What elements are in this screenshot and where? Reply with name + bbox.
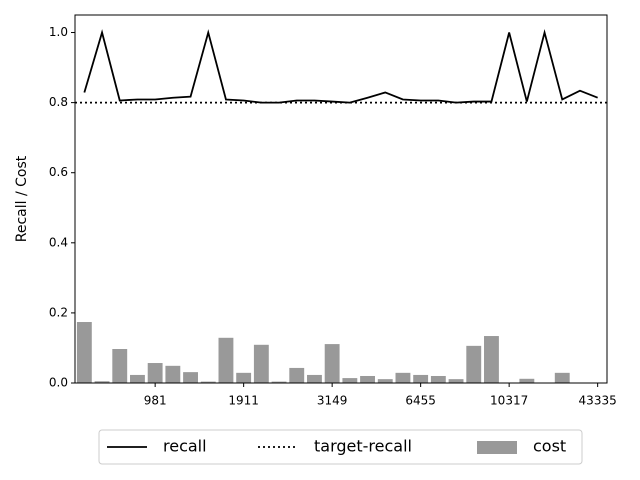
legend-label: cost <box>533 437 566 456</box>
bar <box>94 381 110 383</box>
legend-box <box>98 429 583 465</box>
bar <box>289 367 305 383</box>
bar <box>253 344 269 383</box>
legend-label: recall <box>163 437 207 456</box>
bar <box>307 374 322 383</box>
x-tick-label: 43335 <box>579 394 617 408</box>
y-tick-label: 0.0 <box>49 376 68 390</box>
bar <box>130 374 145 383</box>
bar <box>324 344 340 383</box>
bar <box>271 381 287 383</box>
bar <box>360 375 375 383</box>
y-tick-label: 0.8 <box>49 95 68 109</box>
legend-swatch <box>477 441 517 454</box>
bar <box>218 337 234 383</box>
x-tick-label: 6455 <box>405 394 436 408</box>
bar <box>165 365 181 383</box>
bar <box>183 372 198 383</box>
bar <box>76 322 92 383</box>
y-tick-label: 0.6 <box>49 165 68 179</box>
x-tick-label: 10317 <box>490 394 528 408</box>
line <box>83 28 598 104</box>
bar <box>377 379 393 383</box>
x-tick-label: 1911 <box>228 394 259 408</box>
bar <box>466 345 482 383</box>
bar <box>430 375 446 383</box>
bar <box>112 349 128 383</box>
y-tick-label: 0.2 <box>49 305 68 319</box>
bar <box>554 372 570 383</box>
bar <box>484 336 499 383</box>
y-tick-label: 1.0 <box>49 25 68 39</box>
x-tick-label: 981 <box>144 394 167 408</box>
bar <box>342 378 358 383</box>
bar <box>236 372 252 383</box>
bar <box>448 379 464 383</box>
bar <box>200 381 216 383</box>
y-tick-label: 0.4 <box>49 235 68 249</box>
bar <box>519 378 535 383</box>
bar <box>395 372 411 383</box>
plot-frame <box>74 14 608 384</box>
x-tick-label: 3149 <box>317 394 348 408</box>
bar <box>147 363 163 383</box>
bar <box>413 374 429 383</box>
y-axis-label: Recall / Cost <box>14 155 30 242</box>
legend-label: target-recall <box>314 437 412 456</box>
